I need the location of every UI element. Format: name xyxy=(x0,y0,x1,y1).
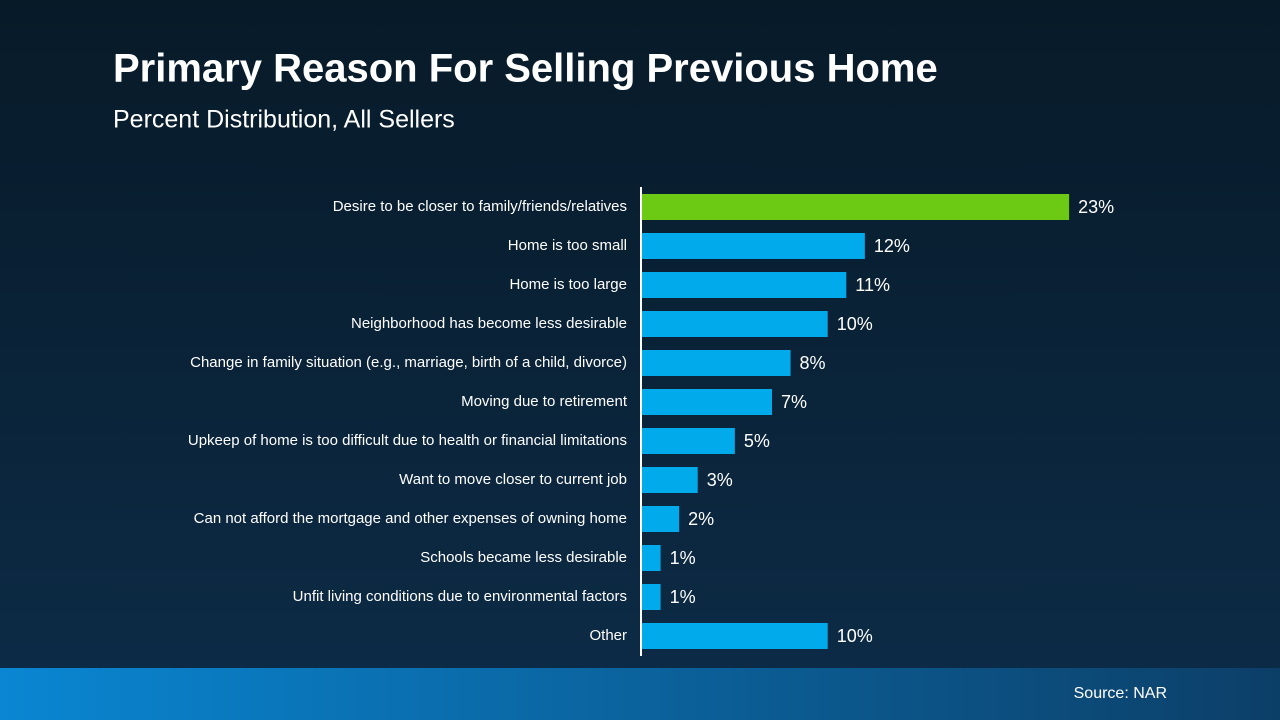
bar xyxy=(642,428,735,454)
category-label: Home is too large xyxy=(509,276,627,293)
bar xyxy=(642,194,1070,220)
value-label: 5% xyxy=(744,431,770,451)
value-label: 12% xyxy=(874,236,910,256)
chart-subtitle: Percent Distribution, All Sellers xyxy=(113,106,455,134)
footer-band xyxy=(0,668,1280,720)
category-label: Can not afford the mortgage and other ex… xyxy=(194,510,627,527)
bar xyxy=(642,506,680,532)
bar xyxy=(642,350,791,376)
category-label: Desire to be closer to family/friends/re… xyxy=(333,198,627,215)
category-label: Unfit living conditions due to environme… xyxy=(293,588,627,605)
category-label: Schools became less desirable xyxy=(420,549,627,566)
value-label: 1% xyxy=(670,548,696,568)
category-label: Upkeep of home is too difficult due to h… xyxy=(188,432,627,449)
category-label: Home is too small xyxy=(508,237,627,254)
bar xyxy=(642,311,828,337)
value-label: 11% xyxy=(855,275,890,295)
category-label: Want to move closer to current job xyxy=(399,471,627,488)
value-label: 1% xyxy=(670,587,696,607)
chart-title: Primary Reason For Selling Previous Home xyxy=(113,47,938,91)
value-label: 23% xyxy=(1078,197,1114,217)
value-label: 2% xyxy=(688,509,714,529)
category-label: Change in family situation (e.g., marria… xyxy=(190,354,627,371)
bar xyxy=(642,545,661,571)
bar xyxy=(642,389,772,415)
category-label: Neighborhood has become less desirable xyxy=(351,315,627,332)
bar xyxy=(642,623,828,649)
value-label: 7% xyxy=(781,392,807,412)
bar xyxy=(642,467,698,493)
bar xyxy=(642,233,865,259)
category-label: Other xyxy=(589,627,627,644)
value-label: 10% xyxy=(837,626,873,646)
source: Source: NAR xyxy=(1074,685,1167,702)
value-label: 10% xyxy=(837,314,873,334)
value-label: 8% xyxy=(800,353,826,373)
bar xyxy=(642,584,661,610)
category-label: Moving due to retirement xyxy=(461,393,628,410)
bar xyxy=(642,272,847,298)
value-label: 3% xyxy=(707,470,733,490)
